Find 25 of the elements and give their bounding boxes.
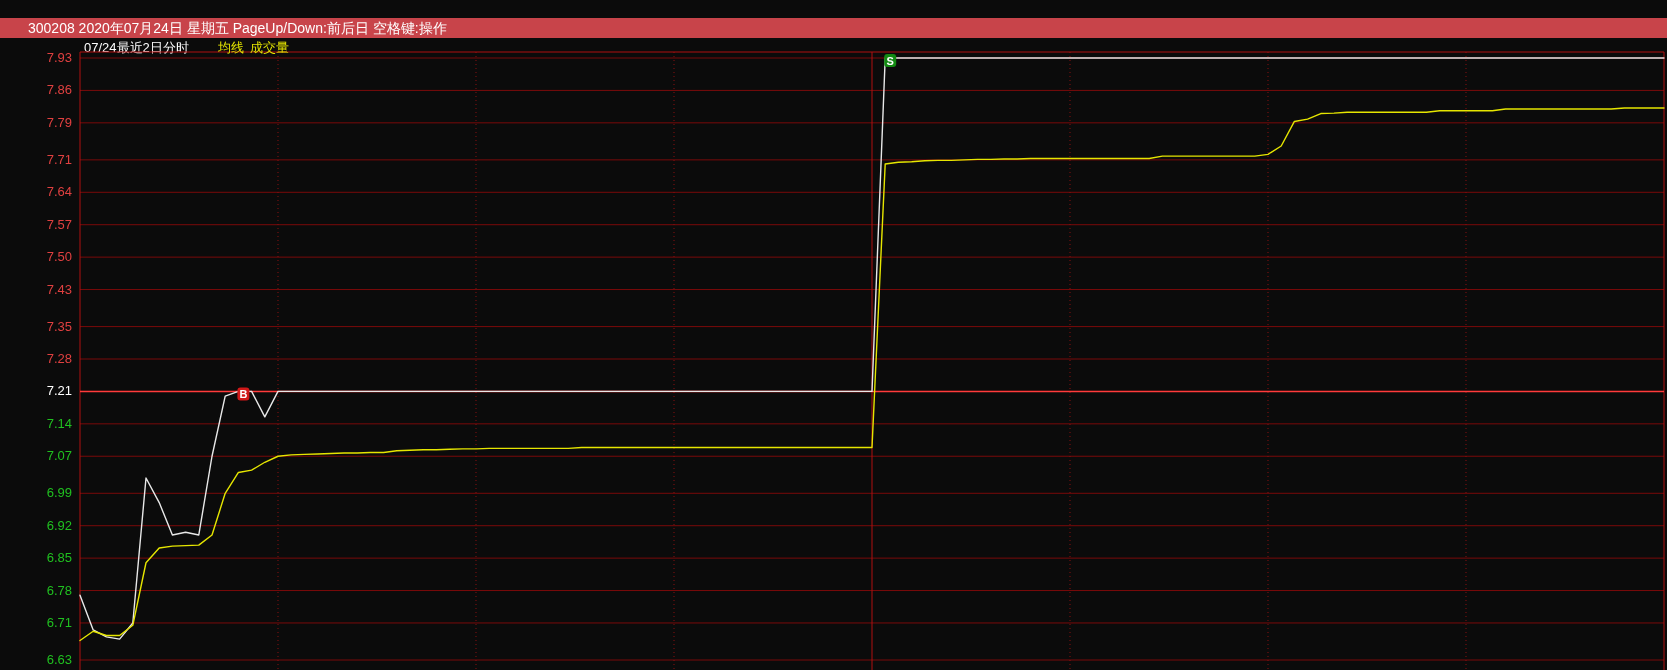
text: 均线 — [217, 40, 244, 55]
y-tick-label: 7.35 — [46, 318, 72, 334]
y-tick-label: 7.86 — [46, 82, 72, 98]
y-tick-label: 7.43 — [46, 281, 72, 297]
y-tick-label: 7.14 — [46, 415, 72, 431]
y-tick-label: 6.63 — [46, 652, 72, 667]
y-tick-label: 7.71 — [46, 151, 72, 167]
y-tick-label: 7.07 — [46, 448, 72, 464]
annotation: S — [886, 55, 894, 67]
y-tick-label: 7.28 — [46, 351, 72, 366]
y-tick-label: 7.93 — [46, 50, 72, 65]
y-tick-label: 7.64 — [46, 184, 72, 200]
y-tick-label: 7.79 — [46, 114, 72, 130]
annotation: B — [239, 388, 248, 401]
y-tick-label: 7.21 — [46, 383, 72, 399]
text: 成交量 — [250, 40, 289, 55]
y-tick-label: 6.99 — [46, 485, 72, 501]
chart-subtitle: 07/24最近2日分时 — [84, 40, 189, 55]
y-tick-label: 6.85 — [46, 550, 72, 566]
chart-title: 300208 2020年07月24日 星期五 PageUp/Down:前后日 空格键:操作 — [28, 20, 447, 36]
y-tick-label: 6.71 — [46, 614, 72, 630]
y-tick-label: 6.92 — [46, 517, 72, 533]
y-tick-label: 7.50 — [46, 249, 72, 265]
y-tick-label: 7.57 — [46, 216, 72, 232]
y-tick-label: 6.78 — [46, 582, 72, 598]
